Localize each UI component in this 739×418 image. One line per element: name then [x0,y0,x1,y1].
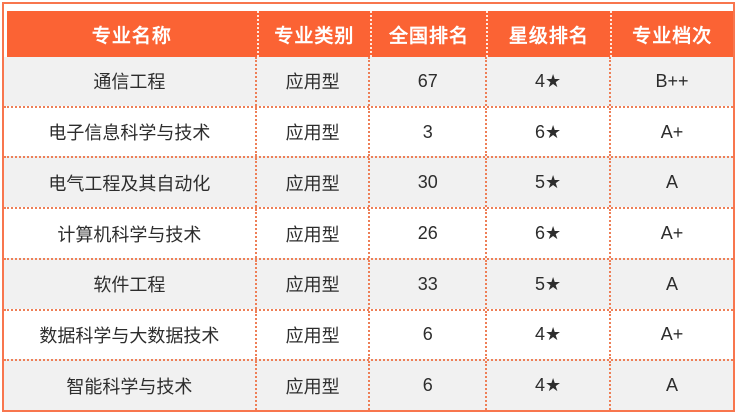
cell-national-rank: 30 [368,158,485,208]
column-header-star-rank: 星级排名 [486,11,609,57]
cell-star-rank: 5★ [485,158,609,208]
cell-major-grade: A+ [609,209,733,258]
cell-major-grade: A+ [609,107,733,157]
cell-major-category: 应用型 [254,361,369,411]
table-row: 计算机科学与技术 应用型 26 6★ A+ [4,207,733,258]
cell-major-category: 应用型 [254,209,369,258]
cell-major-category: 应用型 [254,259,369,309]
cell-major-name: 电子信息科学与技术 [48,123,211,144]
table-header-row: 专业名称 专业类别 全国排名 星级排名 专业档次 [7,11,733,57]
table-row: 智能科学与技术 应用型 6 4★ A [4,359,733,411]
cell-star-rank: 6★ [485,209,609,258]
cell-star-rank: 4★ [485,310,609,360]
cell-major-grade: A [609,158,733,208]
table-row: 电子信息科学与技术 应用型 3 6★ A+ [4,105,733,157]
cell-major-category: 应用型 [254,310,369,360]
cell-star-rank: 4★ [485,361,609,411]
table-card: 专业名称 专业类别 全国排名 星级排名 专业档次 通信工程 应用型 67 4★ B++ 电… [2,2,735,412]
column-header-national-rank: 全国排名 [369,11,486,57]
column-header-major-grade: 专业档次 [609,11,733,57]
cell-major-name: 通信工程 [93,72,166,93]
column-header-major-name: 专业名称 [91,25,172,47]
cell-national-rank: 26 [368,209,485,258]
cell-major-grade: A [609,361,733,411]
cell-major-name: 数据科学与大数据技术 [39,325,220,346]
table-row: 电气工程及其自动化 应用型 30 5★ A [4,156,733,208]
column-header-major-category: 专业类别 [256,11,370,57]
cell-major-grade: B++ [609,57,733,106]
cell-national-rank: 33 [368,259,485,309]
cell-major-category: 应用型 [254,107,369,157]
cell-major-name: 智能科学与技术 [66,376,193,397]
cell-national-rank: 6 [368,310,485,360]
cell-major-name: 计算机科学与技术 [57,224,202,245]
table-row: 数据科学与大数据技术 应用型 6 4★ A+ [4,308,733,360]
table-row: 软件工程 应用型 33 5★ A [4,257,733,309]
cell-star-rank: 5★ [485,259,609,309]
cell-major-grade: A+ [609,310,733,360]
cell-national-rank: 6 [368,361,485,411]
cell-national-rank: 3 [368,107,485,157]
table-row: 通信工程 应用型 67 4★ B++ [4,57,733,106]
cell-major-grade: A [609,259,733,309]
cell-major-name: 软件工程 [93,275,166,296]
cell-major-name: 电气工程及其自动化 [48,173,211,194]
table-body: 通信工程 应用型 67 4★ B++ 电子信息科学与技术 应用型 3 6★ A+ 电气工程及其自动化… [4,57,733,411]
cell-national-rank: 67 [368,57,485,106]
cell-star-rank: 6★ [485,107,609,157]
cell-star-rank: 4★ [485,57,609,106]
cell-major-category: 应用型 [254,57,369,106]
cell-major-category: 应用型 [254,158,369,208]
